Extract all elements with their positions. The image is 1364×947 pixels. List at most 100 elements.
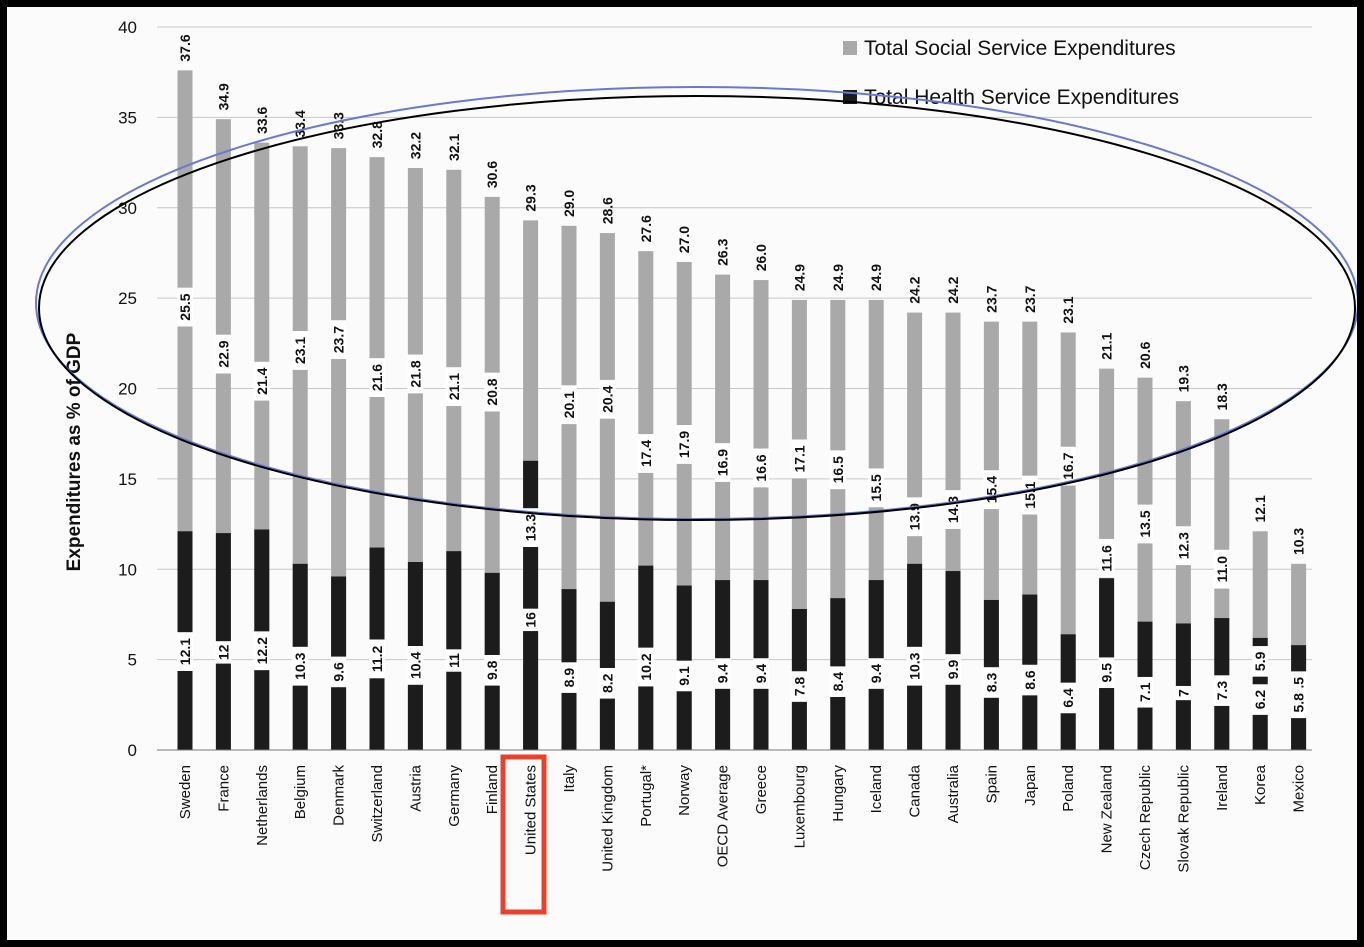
value-label-social-inner: 14.3	[945, 496, 961, 523]
value-label-health: 9.4	[868, 664, 884, 684]
value-label-health-bg	[369, 639, 385, 679]
value-label-social-total: 32.1	[446, 134, 462, 161]
value-label-social-total: 27.0	[676, 226, 692, 253]
value-label-health-bg	[791, 671, 808, 702]
y-tick-label: 25	[118, 289, 137, 308]
category-label: Sweden	[177, 765, 194, 819]
value-label-health-bg	[292, 646, 309, 686]
legend-label-health: Total Health Service Expenditures	[864, 86, 1179, 109]
value-label-social-inner-bg	[1213, 549, 1230, 589]
value-label-social-total: 29.0	[561, 190, 577, 217]
value-label-social-inner-bg	[1175, 526, 1192, 566]
value-label-health-bg	[906, 646, 923, 686]
value-label-health: 8.3	[983, 673, 999, 693]
value-label-social-inner-bg	[292, 331, 309, 370]
value-label-social-inner: 13.5	[1137, 510, 1153, 537]
value-label-social-total: 19.3	[1175, 365, 1191, 392]
bar-health	[523, 460, 539, 750]
chart-frame: 0 5 10 15 20 25 30 35 40 Expenditures as % of GD…	[7, 7, 1357, 940]
category-label: Austria	[407, 764, 424, 811]
category-label: Luxembourg	[791, 765, 808, 848]
value-label-social-total: 24.9	[868, 264, 884, 291]
highlight-box-united-states	[500, 754, 547, 915]
value-label-social-inner: 22.9	[215, 340, 231, 367]
value-label-social-inner: 16.7	[1060, 452, 1076, 479]
value-label-social-total: 30.6	[484, 161, 500, 188]
value-label-social-inner: 13.3	[523, 514, 539, 541]
value-label-social-inner: 15.1	[1022, 481, 1038, 508]
value-label-health-bg	[1137, 676, 1153, 708]
value-label-health: 9.8	[484, 660, 500, 680]
value-label-social-inner: 16.6	[753, 454, 769, 481]
value-label-social-total: 10.3	[1291, 528, 1307, 555]
value-label-health-bg	[253, 631, 270, 671]
value-label-social-total: 23.7	[1022, 285, 1038, 312]
value-label-health-bg	[1290, 687, 1307, 719]
value-label-social-inner: 16.5	[830, 456, 846, 483]
value-label-social-inner-bg	[945, 490, 961, 529]
highlight-ellipse-blue	[35, 86, 1357, 520]
value-label-health: 10.3	[292, 652, 308, 679]
value-label-health-bg	[1252, 684, 1269, 715]
category-label: United Kingdom	[599, 765, 616, 872]
category-label: Norway	[676, 765, 693, 816]
category-label: Italy	[561, 765, 578, 793]
value-label-health: 10.3	[907, 652, 923, 679]
value-label-social-inner: 20.1	[561, 391, 577, 418]
value-label-social-inner-bg	[1137, 504, 1153, 544]
value-label-social-inner: 5.9	[1252, 651, 1268, 671]
value-label-health-bg	[1060, 682, 1077, 714]
value-label-social-inner: 12.3	[1175, 532, 1191, 559]
value-label-social-inner: 23.7	[331, 326, 347, 353]
category-label: Netherlands	[254, 765, 271, 846]
value-label-social-inner: 17.9	[676, 431, 692, 458]
value-label-health-bg	[445, 649, 462, 672]
value-label-social-inner-bg	[215, 334, 232, 374]
category-label: Iceland	[868, 765, 885, 813]
value-label-social-total: 27.6	[638, 215, 654, 242]
value-label-health: 9.1	[676, 666, 692, 686]
value-label-social-inner-bg	[599, 379, 616, 419]
value-label-social-inner: 16.9	[715, 449, 731, 476]
value-label-health: 9.6	[331, 662, 347, 682]
value-label-social-inner: 21.8	[407, 360, 423, 387]
value-label-social-inner: 20.8	[484, 378, 500, 405]
category-label: Finland	[484, 765, 501, 814]
value-label-health-bg	[829, 666, 846, 697]
value-label-health-bg	[676, 660, 693, 692]
category-label: Czech Republic	[1137, 765, 1154, 871]
y-tick-label: 0	[128, 741, 137, 760]
value-label-social-inner-bg	[1252, 646, 1269, 677]
category-label: Germany	[446, 765, 463, 827]
value-label-health: 7.1	[1137, 682, 1153, 702]
value-label-social-inner-bg	[1098, 538, 1115, 578]
value-label-health-bg	[868, 658, 885, 689]
category-label: Hungary	[830, 765, 847, 822]
value-label-social-inner-bg	[177, 287, 193, 327]
value-label-health: 12.2	[254, 637, 270, 664]
value-label-social-total: 24.2	[907, 276, 923, 303]
value-label-social-inner: 11.6	[1099, 545, 1115, 572]
value-label-social-inner-bg	[791, 439, 808, 479]
y-axis-label: Expenditures as % of GDP	[64, 332, 85, 571]
value-label-social-inner-bg	[1060, 446, 1077, 486]
value-label-social-total: 37.6	[177, 34, 193, 61]
y-tick-label: 5	[128, 651, 137, 670]
value-label-social-total: 24.2	[945, 276, 961, 303]
value-label-health: 9.5	[1099, 663, 1115, 683]
value-label-health-bg	[522, 608, 539, 632]
value-label-social-total: 23.1	[1060, 296, 1076, 323]
value-label-social-inner: 23.1	[292, 337, 308, 364]
value-label-social-total: 26.0	[753, 244, 769, 271]
value-label-health: 9.4	[715, 664, 731, 684]
legend-swatch-social	[843, 41, 857, 55]
value-label-social-inner: 21.6	[369, 364, 385, 391]
category-label: New Zealand	[1099, 765, 1116, 853]
value-label-health: 8.2	[599, 673, 615, 693]
category-label: Australia	[945, 764, 962, 823]
value-label-health: 7	[1175, 689, 1191, 697]
value-label-health-bg	[177, 632, 193, 671]
value-label-social-total: 34.9	[215, 83, 231, 110]
value-label-social-inner-bg	[983, 470, 1000, 510]
